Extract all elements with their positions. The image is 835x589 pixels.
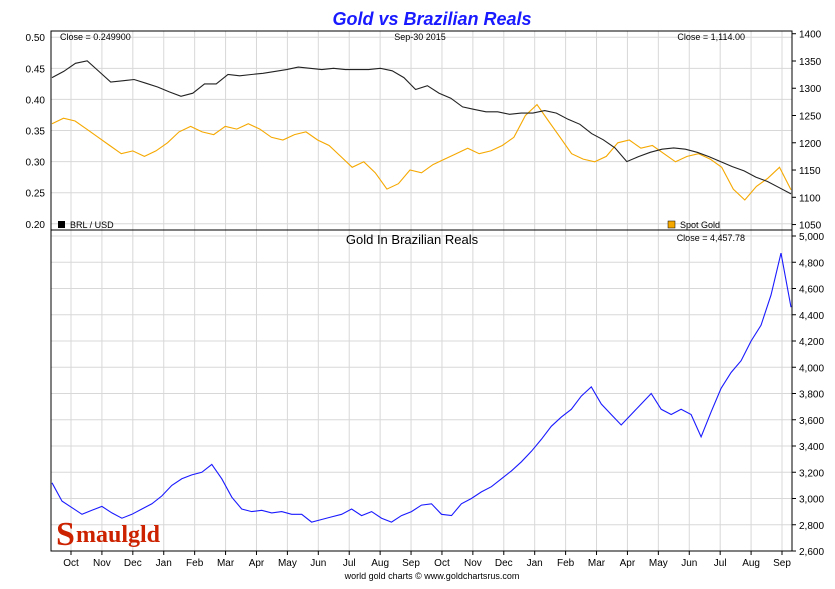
- x-tick-label: Jan: [527, 558, 543, 569]
- x-tick-label: Aug: [371, 558, 389, 569]
- right-tick-label: 2,800: [799, 521, 824, 532]
- footer-credit: world gold charts © www.goldchartsrus.co…: [344, 571, 520, 581]
- left-tick-label: 0.35: [26, 127, 46, 138]
- right-tick-label: 4,800: [799, 258, 824, 269]
- date-label: Sep-30 2015: [394, 32, 446, 42]
- right-tick-label: 3,400: [799, 442, 824, 453]
- x-tick-label: Jul: [343, 558, 356, 569]
- x-tick-label: Feb: [186, 558, 204, 569]
- left-tick-label: 0.30: [26, 158, 46, 169]
- left-tick-label: 0.20: [26, 220, 46, 231]
- legend-label-brl: BRL / USD: [70, 220, 114, 230]
- right-tick-label: 4,400: [799, 311, 824, 322]
- watermark-initial: S: [56, 516, 75, 553]
- right-tick-label: 3,800: [799, 390, 824, 401]
- top-left-axis: 0.50 0.45 0.40 0.35 0.30 0.25 0.20: [26, 33, 46, 231]
- x-tick-label: Feb: [557, 558, 575, 569]
- bottom-series-line: [51, 252, 792, 523]
- left-tick-label: 0.45: [26, 64, 46, 75]
- x-axis: Oct Nov Dec Jan Feb Mar Apr May Jun Jul Aug Sep Oct N…: [63, 551, 791, 569]
- gold-in-reals-line: [51, 252, 792, 523]
- x-tick-label: Sep: [773, 558, 791, 569]
- bottom-right-axis: 5,000 4,800 4,600 4,400 4,200 4,000 3,800 3,600…: [792, 232, 824, 558]
- left-tick-label: 0.40: [26, 95, 46, 106]
- top-series-lines: [51, 60, 792, 201]
- right-tick-label: 1050: [799, 221, 822, 232]
- x-tick-label: Jun: [310, 558, 326, 569]
- x-tick-label: Mar: [588, 558, 606, 569]
- legend-swatch-gold: [667, 220, 676, 229]
- right-tick-label: 2,600: [799, 547, 824, 558]
- x-tick-label: May: [278, 558, 297, 569]
- left-tick-label: 0.25: [26, 189, 46, 200]
- x-tick-label: Jul: [714, 558, 727, 569]
- right-tick-label: 4,600: [799, 285, 824, 296]
- x-tick-label: Jun: [681, 558, 697, 569]
- brl-usd-line: [51, 60, 792, 195]
- x-tick-label: Apr: [249, 558, 265, 569]
- right-tick-label: 4,000: [799, 363, 824, 374]
- x-tick-label: May: [649, 558, 668, 569]
- right-tick-label: 3,600: [799, 416, 824, 427]
- watermark-logo: S maulgld: [56, 516, 161, 553]
- right-tick-label: 1100: [799, 193, 821, 204]
- right-close-label: Close = 1,114.00: [677, 32, 745, 42]
- x-tick-label: Oct: [434, 558, 450, 569]
- x-tick-label: Oct: [63, 558, 79, 569]
- chart-title: Gold vs Brazilian Reals: [332, 9, 531, 29]
- right-tick-label: 5,000: [799, 232, 824, 243]
- x-tick-label: Dec: [124, 558, 142, 569]
- legend-swatch-brl: [58, 221, 65, 228]
- left-close-label: Close = 0.249900: [60, 32, 131, 42]
- x-tick-label: Jan: [156, 558, 172, 569]
- watermark-text: maulgld: [76, 522, 161, 548]
- bottom-close-label: Close = 4,457.78: [677, 233, 745, 243]
- right-tick-label: 3,000: [799, 495, 824, 506]
- right-tick-label: 1350: [799, 57, 822, 68]
- x-tick-label: Sep: [402, 558, 420, 569]
- x-tick-label: Nov: [464, 558, 482, 569]
- bottom-panel-frame: [50, 229, 793, 552]
- bottom-panel-title: Gold In Brazilian Reals: [346, 232, 479, 247]
- right-tick-label: 1200: [799, 139, 822, 150]
- x-tick-label: Nov: [93, 558, 111, 569]
- top-panel: 0.50 0.45 0.40 0.35 0.30 0.25 0.20 1400 1350 130…: [26, 30, 822, 232]
- left-tick-label: 0.50: [26, 33, 46, 44]
- x-tick-label: Dec: [495, 558, 513, 569]
- right-tick-label: 1250: [799, 112, 822, 123]
- bottom-panel: 5,000 4,800 4,600 4,400 4,200 4,000 3,800 3,600…: [50, 229, 824, 558]
- bottom-gridlines: [51, 230, 792, 552]
- spot-gold-line: [51, 103, 792, 201]
- top-gridlines: [51, 31, 792, 230]
- right-tick-label: 1300: [799, 84, 822, 95]
- right-tick-label: 1150: [799, 166, 821, 177]
- top-right-axis: 1400 1350 1300 1250 1200 1150 1100 1050: [792, 30, 822, 232]
- right-tick-label: 3,200: [799, 468, 824, 479]
- right-tick-label: 4,200: [799, 337, 824, 348]
- legend-label-gold: Spot Gold: [680, 220, 720, 230]
- right-tick-label: 1400: [799, 30, 822, 41]
- x-tick-label: Apr: [620, 558, 636, 569]
- x-tick-label: Aug: [742, 558, 760, 569]
- x-tick-label: Mar: [217, 558, 235, 569]
